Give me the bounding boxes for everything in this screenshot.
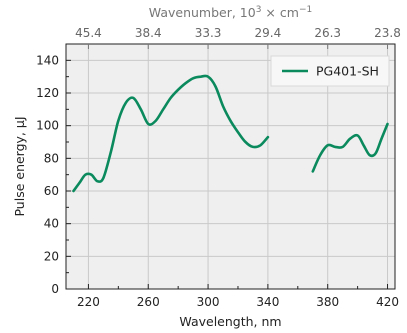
legend-label: PG401-SH [316,64,379,79]
top-tick-label: 33.3 [195,26,222,40]
top-tick-label: 29.4 [255,26,282,40]
x-tick-label: 380 [316,295,339,309]
top-axis-title: Wavenumber, 103 × cm−1 [149,5,312,20]
y-axis-title: Pulse energy, µJ [12,116,27,216]
x-tick-label: 220 [77,295,100,309]
y-tick-label: 120 [36,86,59,100]
top-tick-label: 38.4 [135,26,162,40]
x-tick-label: 420 [376,295,399,309]
x-tick-label: 260 [137,295,160,309]
y-tick-label: 140 [36,53,59,67]
top-tick-label: 26.3 [314,26,341,40]
x-tick-label: 340 [256,295,279,309]
y-tick-label: 0 [51,282,59,296]
top-tick-label: 23.8 [374,26,401,40]
y-tick-label: 20 [44,249,59,263]
x-axis-title: Wavelength, nm [179,314,281,329]
y-tick-label: 100 [36,119,59,133]
y-tick-label: 60 [44,184,59,198]
top-tick-label: 45.4 [75,26,102,40]
y-tick-label: 80 [44,151,59,165]
y-tick-label: 40 [44,217,59,231]
x-tick-label: 300 [197,295,220,309]
legend: PG401-SH [271,56,389,86]
